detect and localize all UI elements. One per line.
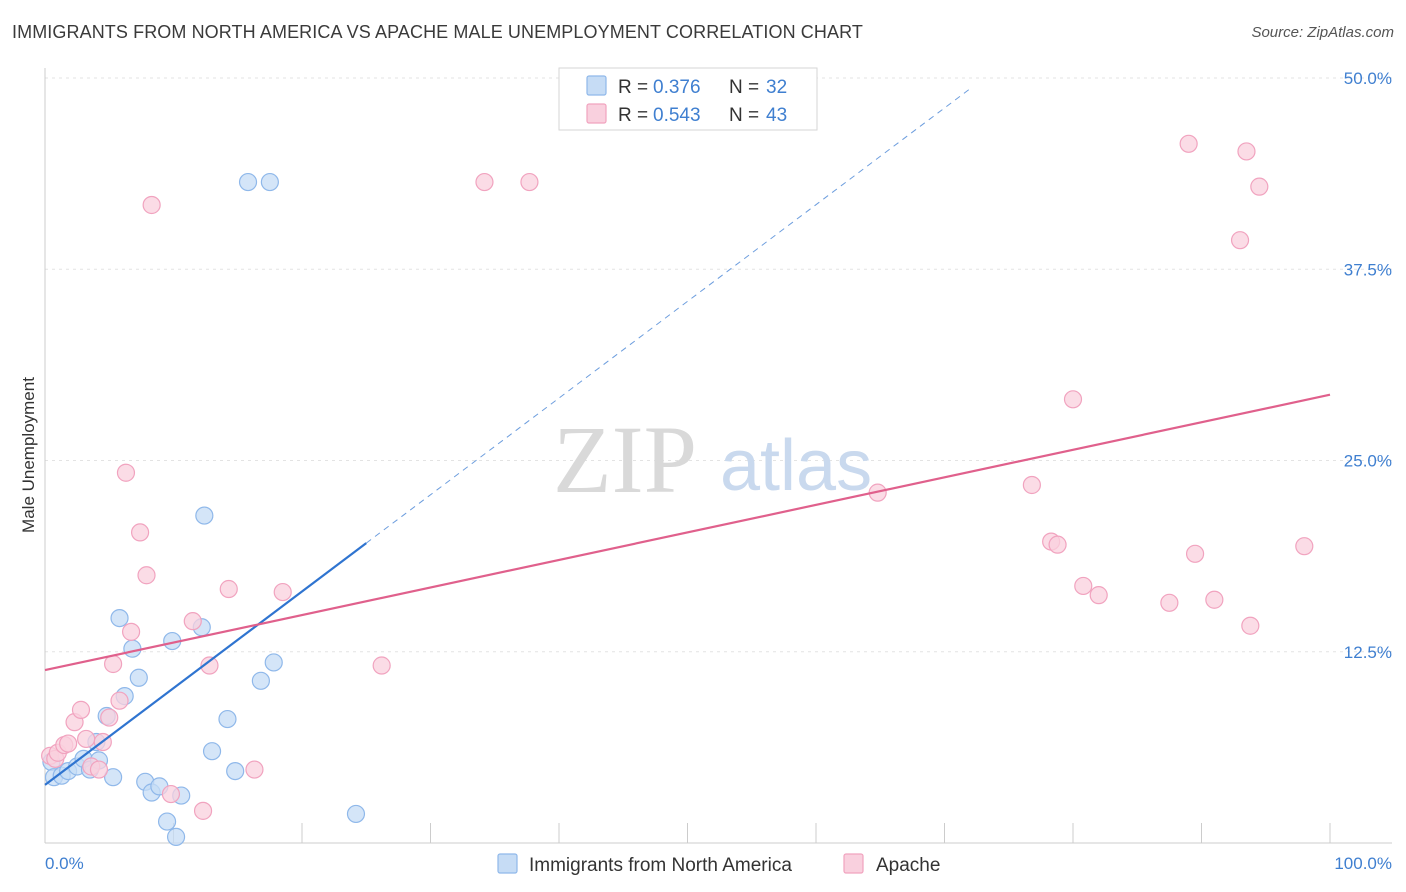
legend-r-label-immigrants: R = (618, 77, 648, 98)
point-series1-42 (1241, 616, 1260, 635)
point-series1-38 (1185, 544, 1205, 563)
point-series1-12 (104, 654, 123, 674)
y-tick-labels: 12.5% 25.0% 37.5% 50.0% (1344, 69, 1392, 662)
legend-r-value-apache: 0.543 (653, 105, 701, 126)
point-series1-37 (1179, 134, 1198, 153)
point-series1-20 (183, 612, 202, 631)
legend-n-label-apache: N = (729, 105, 759, 126)
point-series1-27 (475, 172, 494, 192)
legend-bottom: Immigrants from North America Apache (497, 853, 940, 876)
point-series1-16 (130, 523, 150, 542)
point-series0-13 (123, 639, 142, 658)
legend-n-value-immigrants: 32 (766, 77, 787, 98)
point-series0-11 (110, 608, 129, 628)
point-series1-13 (110, 691, 129, 710)
y-tick-label-3: 50.0% (1344, 69, 1392, 88)
y-tick-label-2: 37.5% (1344, 260, 1392, 279)
point-series1-34 (1074, 576, 1093, 596)
point-series1-18 (142, 195, 161, 215)
point-series0-23 (195, 506, 214, 525)
point-series1-33 (1063, 390, 1083, 409)
legend-n-label-immigrants: N = (729, 77, 759, 98)
point-series0-20 (166, 827, 186, 846)
grid-lines (45, 77, 1392, 653)
point-series1-39 (1205, 590, 1224, 609)
point-series1-25 (273, 582, 292, 602)
x-tick-label-0: 0.0% (45, 854, 84, 873)
point-series1-15 (121, 622, 141, 641)
bottom-legend-label-apache: Apache (876, 855, 940, 876)
point-series1-24 (245, 760, 264, 779)
point-series1-23 (219, 579, 238, 599)
point-series0-24 (202, 742, 222, 761)
point-series0-28 (251, 671, 270, 690)
point-series1-36 (1160, 593, 1179, 612)
legend-top: R = 0.376 N = 32 R = 0.543 N = 43 (558, 67, 818, 131)
point-series0-18 (157, 812, 177, 831)
point-series0-25 (218, 709, 237, 729)
legend-r-label-apache: R = (618, 105, 648, 126)
y-tick-label-1: 25.0% (1344, 452, 1392, 471)
bottom-legend-swatch-apache (843, 853, 864, 874)
point-series1-32 (1048, 535, 1067, 554)
watermark-zip: ZIP (553, 406, 697, 513)
legend-swatch-apache (586, 103, 607, 124)
trend-line-immigrants-extension (365, 88, 971, 544)
point-series1-14 (116, 463, 136, 482)
point-series1-21 (193, 801, 213, 820)
data-points (41, 134, 1314, 846)
y-tick-label-0: 12.5% (1344, 643, 1392, 662)
point-series0-29 (260, 172, 279, 192)
legend-n-value-apache: 43 (766, 105, 787, 126)
point-series0-30 (264, 653, 283, 672)
point-series1-6 (71, 700, 91, 719)
bottom-legend-label-immigrants: Immigrants from North America (529, 855, 792, 876)
chart-title: IMMIGRANTS FROM NORTH AMERICA VS APACHE … (12, 22, 863, 42)
point-series1-26 (372, 656, 391, 675)
trend-line-apache (44, 393, 1331, 672)
point-series1-19 (161, 784, 181, 804)
y-axis-label: Male Unemployment (19, 377, 38, 533)
point-series1-28 (520, 172, 539, 192)
x-tick-label-1: 100.0% (1334, 854, 1392, 873)
trend-line-immigrants (44, 542, 367, 786)
point-series1-35 (1089, 586, 1108, 605)
point-series1-40 (1230, 231, 1250, 250)
point-series1-9 (89, 760, 109, 779)
point-series1-44 (1295, 537, 1314, 556)
point-series1-7 (77, 729, 96, 749)
point-series0-27 (238, 172, 258, 192)
point-series0-14 (129, 668, 148, 687)
point-series1-43 (1250, 177, 1269, 196)
legend-r-value-immigrants: 0.376 (653, 77, 701, 98)
point-series0-31 (346, 804, 366, 824)
bottom-legend-swatch-immigrants (497, 853, 518, 874)
point-series1-22 (200, 656, 219, 675)
point-series1-41 (1237, 142, 1256, 161)
watermark-atlas: atlas (720, 426, 872, 506)
point-series1-17 (137, 566, 156, 585)
point-series1-4 (59, 734, 78, 753)
point-series0-26 (226, 761, 245, 781)
source-credit: Source: ZipAtlas.com (1251, 24, 1394, 41)
point-series0-10 (104, 768, 123, 787)
x-tick-labels: 0.0% 100.0% (45, 854, 1392, 873)
trend-lines (44, 88, 1331, 786)
legend-swatch-immigrants (586, 75, 607, 96)
point-series1-11 (100, 708, 119, 727)
point-series1-30 (1022, 475, 1041, 495)
